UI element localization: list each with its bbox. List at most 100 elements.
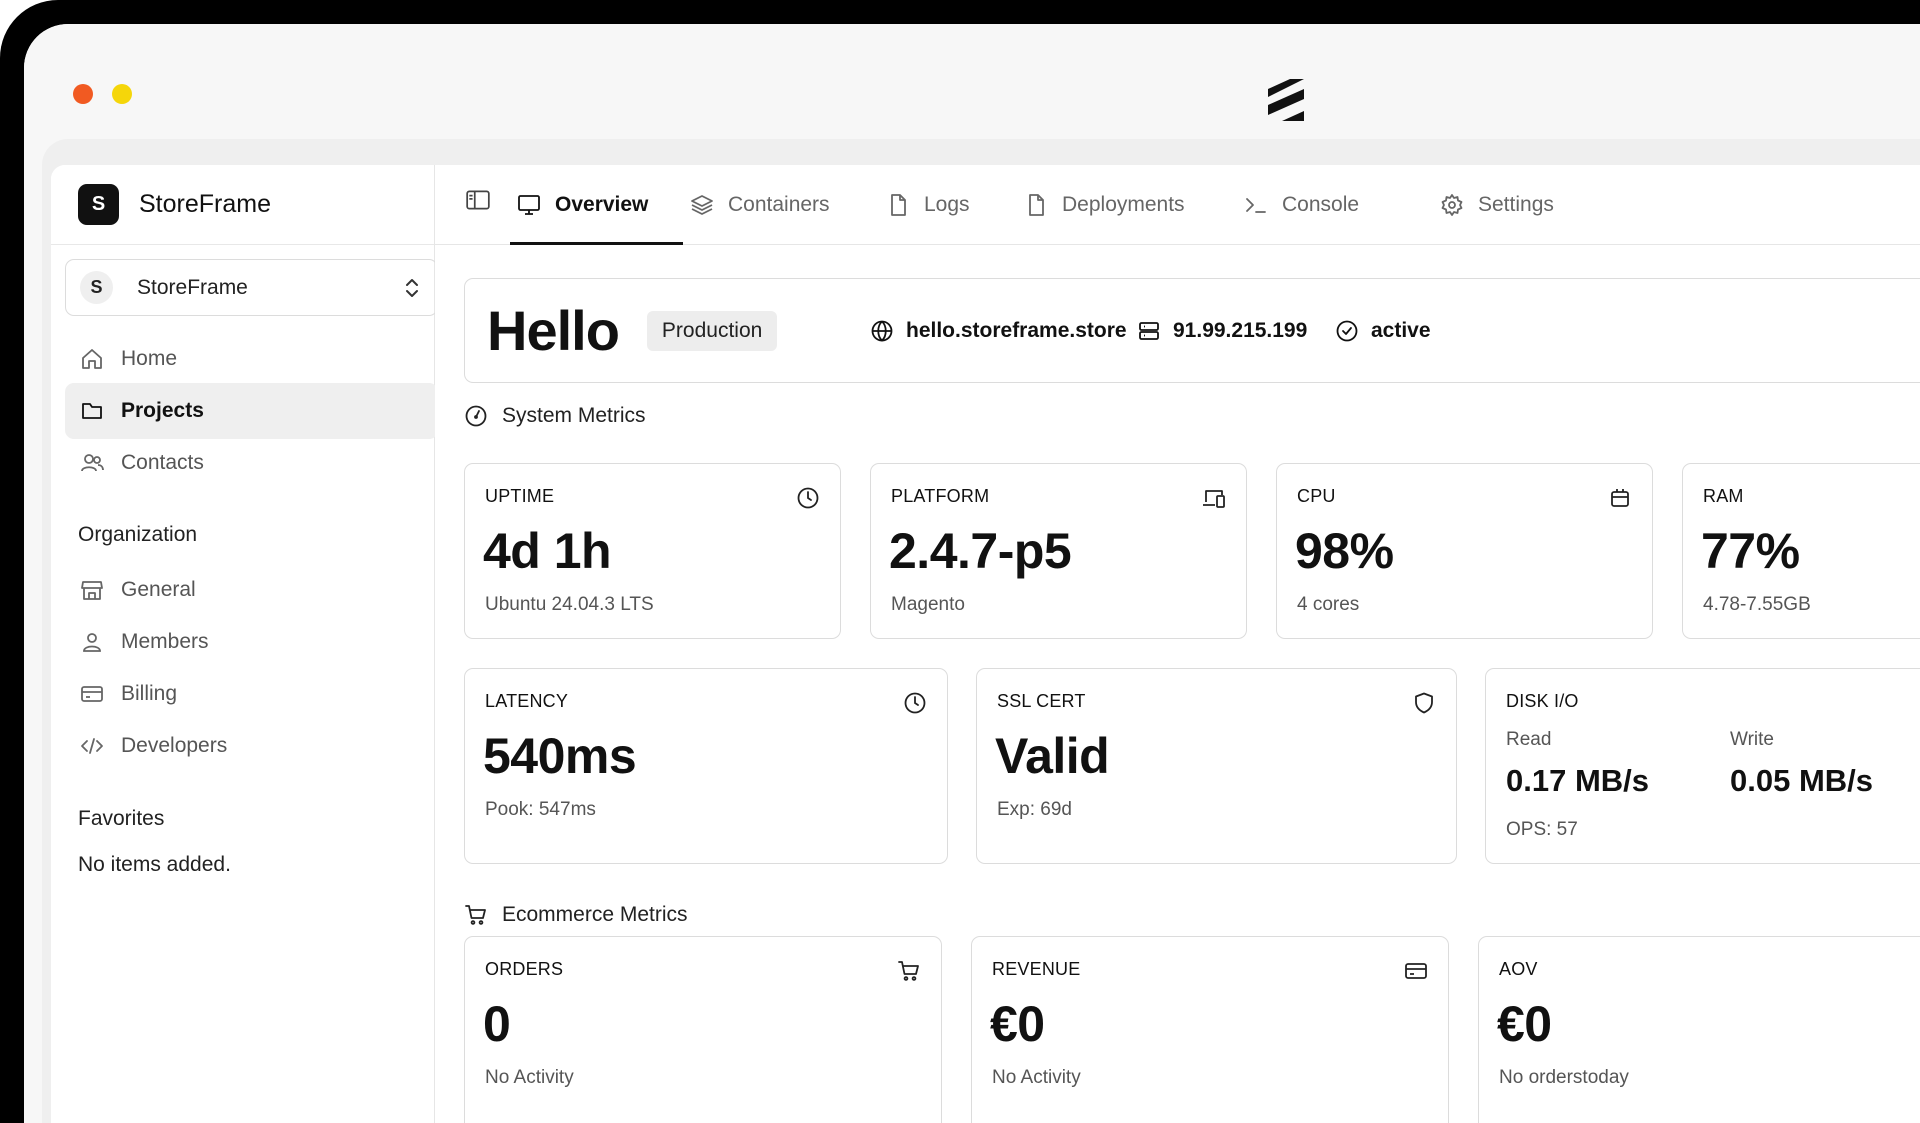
devices-icon	[1203, 490, 1225, 508]
sidebar-item-label: General	[121, 578, 196, 601]
domain-info[interactable]: hello.storeframe.store	[870, 279, 1127, 382]
sidebar: S StoreFrame S StoreFrame	[51, 165, 438, 1123]
store-icon	[79, 577, 105, 603]
sidebar-item-developers[interactable]: Developers	[65, 718, 438, 774]
status-text: active	[1371, 318, 1431, 342]
disk-write-label: Write	[1730, 729, 1774, 750]
monitor-icon	[518, 195, 540, 215]
ip-text: 91.99.215.199	[1173, 318, 1308, 342]
window-close-button[interactable]	[73, 84, 93, 104]
globe-icon	[871, 320, 893, 342]
sidebar-item-home[interactable]: Home	[65, 331, 438, 387]
tab-console[interactable]: Console	[1244, 165, 1359, 245]
metric-label: AOV	[1499, 959, 1538, 979]
favorites-empty-text: No items added.	[78, 853, 231, 876]
tab-settings[interactable]: Settings	[1440, 165, 1554, 245]
disk-ops: OPS: 57	[1506, 819, 1578, 840]
disk-read: Read 0.17 MB/s	[1506, 729, 1649, 799]
disk-write-value: 0.05 MB/s	[1730, 763, 1874, 798]
credit-card-icon	[79, 681, 105, 707]
platform-card: PLATFORM 2.4.7-p5 Magento	[870, 463, 1247, 639]
project-title: Hello	[487, 299, 620, 362]
tab-label: Logs	[924, 193, 970, 216]
metric-label: REVENUE	[992, 959, 1081, 979]
system-metrics-heading: System Metrics	[464, 404, 646, 428]
orders-card: ORDERS 0 No Activity	[464, 936, 942, 1123]
section-title-text: Ecommerce Metrics	[502, 903, 688, 926]
server-icon	[1139, 321, 1159, 340]
window-minimize-button[interactable]	[112, 84, 132, 104]
project-selector[interactable]: S StoreFrame	[65, 259, 438, 316]
tab-label: Containers	[728, 193, 830, 216]
revenue-card: REVENUE €0 No Activity	[971, 936, 1449, 1123]
folder-icon	[79, 398, 105, 424]
sidebar-item-billing[interactable]: Billing	[65, 666, 438, 722]
metric-value: 77%	[1701, 523, 1800, 579]
tab-label: Console	[1282, 193, 1360, 216]
cpu-card: CPU 98% 4 cores	[1276, 463, 1653, 639]
metric-value: 98%	[1295, 523, 1394, 579]
brand-logo-icon	[1268, 79, 1304, 121]
metric-value: 0	[483, 996, 511, 1052]
metric-subtext: Exp: 69d	[997, 799, 1072, 820]
metric-label: PLATFORM	[891, 486, 990, 506]
metric-subtext: No Activity	[992, 1067, 1081, 1088]
main-content: Overview Containers Logs Deployment	[435, 165, 1920, 1123]
tab-containers[interactable]: Containers	[690, 165, 830, 245]
domain-text: hello.storeframe.store	[906, 318, 1127, 342]
app-content: S StoreFrame S StoreFrame	[51, 165, 1920, 1123]
section-title-text: System Metrics	[502, 404, 646, 427]
uptime-card: UPTIME 4d 1h Ubuntu 24.04.3 LTS	[464, 463, 841, 639]
layers-icon	[691, 195, 713, 215]
cart-icon	[898, 961, 919, 981]
app-shell: S StoreFrame S StoreFrame	[42, 139, 1920, 1123]
sidebar-item-label: Home	[121, 347, 178, 370]
metric-subtext: No orderstoday	[1499, 1067, 1629, 1088]
check-circle-icon	[1336, 320, 1358, 341]
disk-read-label: Read	[1506, 729, 1552, 750]
project-header-card: Hello Production hello.storeframe.store …	[464, 278, 1920, 383]
sidebar-item-label: Contacts	[121, 451, 204, 474]
tab-overview[interactable]: Overview	[517, 165, 648, 245]
metric-subtext: Magento	[891, 594, 965, 615]
sidebar-item-projects[interactable]: Projects	[65, 383, 438, 439]
metric-subtext: 4.78-7.55GB	[1703, 594, 1811, 615]
active-tab-indicator	[510, 242, 683, 245]
tab-label: Overview	[555, 193, 649, 216]
sidebar-item-members[interactable]: Members	[65, 614, 438, 670]
cart-icon	[465, 905, 486, 925]
brand-name: StoreFrame	[139, 190, 271, 218]
shield-icon	[1415, 692, 1433, 714]
terminal-icon	[1246, 198, 1266, 213]
user-icon	[79, 629, 105, 655]
metric-label: DISK I/O	[1506, 691, 1579, 711]
chip-icon	[1611, 489, 1629, 507]
sidebar-item-label: Members	[121, 630, 209, 653]
tab-deployments[interactable]: Deployments	[1024, 165, 1185, 245]
tab-label: Settings	[1478, 193, 1554, 216]
gear-icon	[1441, 194, 1463, 216]
organization-heading: Organization	[78, 523, 198, 546]
file-icon	[891, 194, 906, 216]
brand-logo: S	[78, 184, 119, 225]
sidebar-brand: S StoreFrame	[51, 165, 434, 245]
ssl-cert-card: SSL CERT Valid Exp: 69d	[976, 668, 1457, 864]
sidebar-item-general[interactable]: General	[65, 562, 438, 618]
sidebar-item-contacts[interactable]: Contacts	[65, 435, 438, 491]
ram-card: RAM 77% 4.78-7.55GB	[1682, 463, 1920, 639]
environment-badge: Production	[646, 310, 778, 351]
sidebar-toggle-icon[interactable]	[465, 187, 491, 213]
metric-label: CPU	[1297, 486, 1336, 506]
chevron-up-down-icon	[406, 279, 418, 297]
sidebar-item-label: Projects	[121, 399, 204, 422]
sidebar-item-label: Developers	[121, 734, 228, 757]
window-titlebar	[24, 24, 1920, 139]
gauge-icon	[465, 405, 487, 427]
project-avatar: S	[80, 271, 113, 304]
metric-label: LATENCY	[485, 691, 569, 711]
status-info: active	[1335, 279, 1431, 382]
credit-card-icon	[1405, 963, 1427, 979]
metric-label: UPTIME	[485, 486, 555, 506]
tab-logs[interactable]: Logs	[886, 165, 970, 245]
